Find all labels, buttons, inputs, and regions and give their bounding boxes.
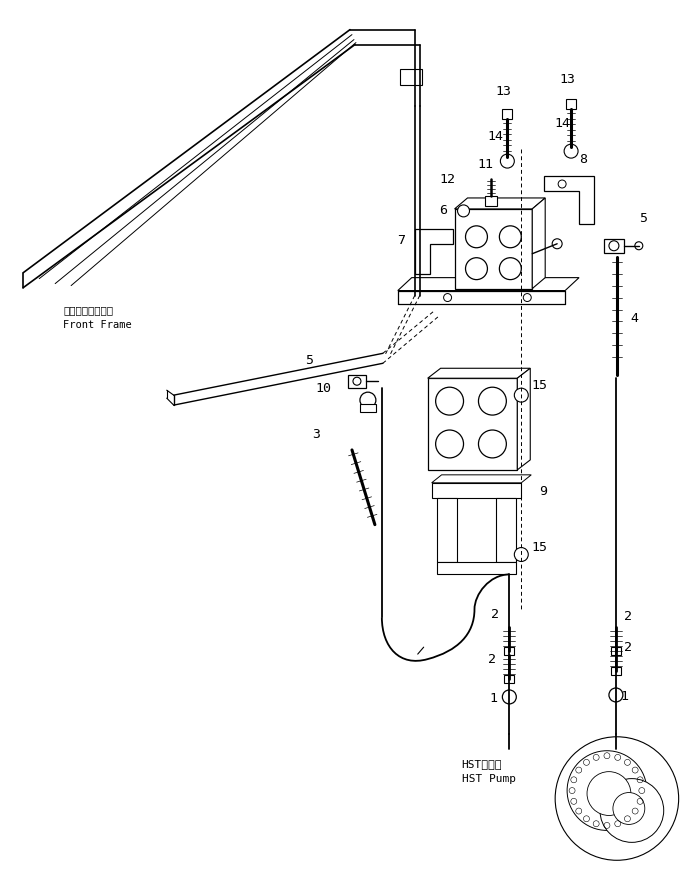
Bar	[437, 498, 457, 562]
Circle shape	[500, 154, 514, 168]
Text: 5: 5	[639, 212, 647, 225]
Text: 14: 14	[487, 129, 503, 143]
Bar	[400, 70, 421, 85]
Polygon shape	[415, 229, 453, 274]
Bar	[611, 667, 621, 675]
Circle shape	[436, 430, 464, 458]
Circle shape	[444, 294, 452, 302]
Text: 15: 15	[531, 541, 547, 554]
Polygon shape	[544, 176, 594, 224]
Bar	[504, 647, 514, 655]
Text: 2: 2	[489, 653, 496, 666]
Circle shape	[609, 241, 619, 251]
Bar	[486, 196, 498, 206]
Text: 4: 4	[631, 312, 639, 325]
Text: フロントフレーム: フロントフレーム	[63, 306, 113, 315]
Circle shape	[635, 242, 643, 249]
Circle shape	[514, 388, 528, 402]
Text: 1: 1	[621, 691, 629, 703]
Circle shape	[502, 690, 516, 704]
Text: 10: 10	[315, 381, 331, 395]
Text: 5: 5	[305, 354, 313, 367]
Text: 13: 13	[559, 73, 575, 86]
Text: HSTポンプ: HSTポンプ	[462, 759, 502, 769]
Circle shape	[360, 392, 376, 408]
Text: 14: 14	[554, 116, 570, 129]
Circle shape	[466, 226, 487, 248]
Polygon shape	[518, 368, 530, 470]
Bar	[504, 675, 514, 683]
Bar	[502, 109, 512, 119]
Circle shape	[466, 258, 487, 280]
Text: 6: 6	[439, 204, 448, 217]
Circle shape	[523, 294, 531, 302]
Circle shape	[600, 779, 664, 842]
Circle shape	[552, 239, 562, 249]
Bar	[360, 404, 376, 412]
Circle shape	[478, 388, 507, 415]
Polygon shape	[455, 198, 545, 209]
Bar	[432, 483, 521, 498]
Circle shape	[436, 388, 464, 415]
Bar	[496, 498, 516, 562]
Bar	[348, 375, 366, 388]
Text: 11: 11	[477, 157, 493, 170]
Bar	[611, 647, 621, 655]
Bar	[455, 209, 532, 289]
Circle shape	[457, 205, 469, 217]
Text: 15: 15	[531, 379, 547, 392]
Polygon shape	[398, 277, 579, 290]
Circle shape	[587, 772, 631, 815]
Circle shape	[613, 793, 645, 825]
Text: Front Frame: Front Frame	[63, 321, 132, 330]
Circle shape	[514, 547, 528, 561]
Polygon shape	[432, 474, 531, 483]
Text: 2: 2	[624, 640, 632, 653]
Circle shape	[500, 258, 521, 280]
Circle shape	[555, 737, 679, 860]
Text: 12: 12	[439, 173, 455, 185]
Text: 9: 9	[539, 485, 547, 498]
Bar	[437, 562, 516, 574]
Circle shape	[353, 377, 361, 385]
Circle shape	[567, 751, 647, 831]
Polygon shape	[532, 198, 545, 289]
Text: 1: 1	[489, 693, 498, 706]
Bar	[566, 99, 576, 109]
Bar	[428, 378, 518, 470]
Text: 7: 7	[397, 235, 405, 248]
Circle shape	[558, 180, 566, 188]
Polygon shape	[428, 368, 530, 378]
Circle shape	[609, 688, 623, 702]
Text: 2: 2	[491, 607, 500, 620]
Circle shape	[478, 430, 507, 458]
Text: 2: 2	[624, 610, 632, 623]
Text: 13: 13	[495, 85, 511, 98]
Bar	[604, 239, 624, 253]
Circle shape	[564, 144, 578, 158]
Text: 3: 3	[312, 428, 320, 441]
Text: HST Pump: HST Pump	[462, 773, 516, 784]
Text: 8: 8	[579, 153, 587, 166]
Circle shape	[500, 226, 521, 248]
